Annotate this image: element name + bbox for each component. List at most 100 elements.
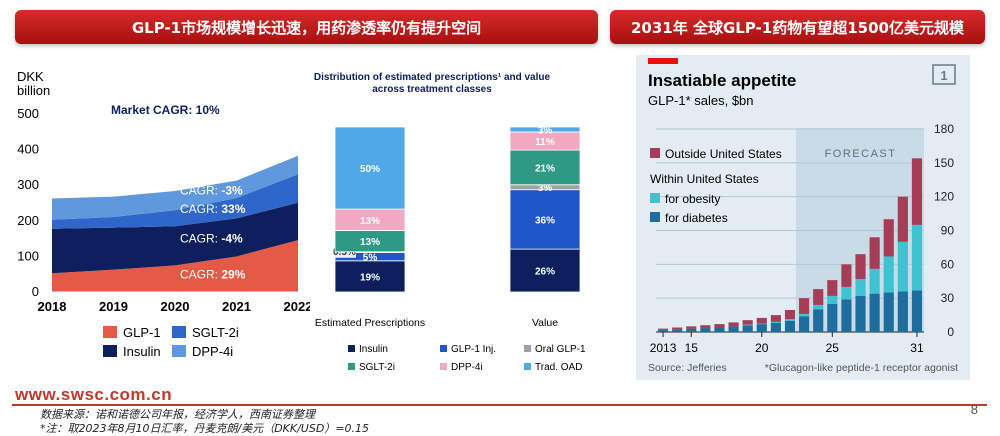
source-note: Source: Jefferies: [648, 362, 727, 374]
y-tick-label: 120: [934, 190, 954, 204]
chart-title: Insatiable appetite: [648, 71, 796, 90]
legend-label: Insulin: [359, 344, 388, 355]
legend-swatch-obesity: [650, 193, 660, 203]
bar-for-diabetes: [770, 322, 781, 332]
bar-for-diabetes: [897, 291, 908, 332]
forecast-label: FORECAST: [825, 148, 897, 160]
banner-left-title: GLP-1市场规模增长迅速，用药渗透率仍有提升空间: [15, 10, 598, 44]
bar-data-label: 11%: [535, 137, 555, 148]
cagr-value: 33%: [218, 202, 246, 216]
footer-url[interactable]: www.swsc.com.cn: [15, 385, 173, 404]
bar-outside-united-states: [784, 310, 796, 320]
bar-for-diabetes: [855, 295, 866, 332]
y-tick-label: 0: [947, 325, 954, 339]
bar-for-diabetes: [827, 303, 838, 332]
y-tick-label: 300: [17, 177, 39, 192]
bar-segment-trad-oad: [334, 126, 406, 210]
x-category-label: Value: [532, 317, 558, 329]
y-tick-label: 200: [17, 213, 39, 228]
legend-swatch: [348, 363, 355, 370]
legend-heading: Within United States: [650, 172, 759, 186]
bar-for-obesity: [799, 313, 810, 317]
bar-segment-glp-1-inj-: [509, 189, 581, 250]
bar-outside-united-states: [855, 254, 866, 279]
y-tick-label: 90: [941, 224, 955, 238]
legend-swatch-outside: [650, 148, 660, 158]
legend-label: SGLT-2i: [359, 362, 395, 373]
cagr-label: CAGR: -4%: [180, 231, 243, 245]
bar-for-diabetes: [883, 292, 894, 332]
distribution-bar-chart: Distribution of estimated prescriptions¹…: [314, 72, 586, 373]
bar-for-obesity: [841, 286, 852, 300]
x-tick-label: 2019: [99, 299, 128, 314]
bar-data-label: 5%: [363, 253, 378, 264]
bar-outside-united-states: [911, 158, 923, 225]
bar-for-diabetes: [700, 328, 711, 332]
bar-for-obesity: [883, 256, 894, 293]
bar-for-diabetes: [714, 327, 725, 332]
x-tick-label: 2022: [284, 299, 310, 314]
bar-outside-united-states: [672, 327, 683, 330]
y-tick-label: 60: [941, 257, 955, 271]
bar-for-diabetes: [911, 290, 923, 332]
bar-for-diabetes: [728, 326, 739, 332]
footer-divider: [12, 404, 987, 406]
y-tick-label: 500: [17, 106, 39, 121]
y-axis-label: billion: [17, 83, 50, 98]
bar-outside-united-states: [742, 320, 753, 325]
bar-outside-united-states: [883, 219, 894, 257]
bar-outside-united-states: [686, 326, 697, 329]
legend-swatch: [348, 345, 355, 352]
bar-data-label: 3%: [538, 183, 553, 194]
bar-outside-united-states: [841, 264, 852, 287]
legend-label: GLP-1: [123, 325, 161, 340]
cagr-text: CAGR:: [180, 268, 218, 282]
bar-outside-united-states: [700, 325, 711, 329]
page-number: 8: [970, 402, 978, 417]
chart-subtitle: GLP-1* sales, $bn: [648, 93, 754, 108]
red-tag: [648, 58, 678, 64]
x-tick-label: 31: [910, 341, 924, 355]
cagr-label: CAGR: 29%: [180, 268, 246, 282]
bar-for-obesity: [784, 319, 796, 321]
bar-outside-united-states: [827, 280, 838, 296]
cagr-value: -3%: [218, 183, 243, 197]
cagr-value: -4%: [218, 231, 243, 245]
cagr-text: CAGR:: [180, 231, 218, 245]
bar-data-label: 0.5%: [333, 247, 356, 258]
bar-data-label: 3%: [538, 125, 553, 136]
y-tick-label: 100: [17, 248, 39, 263]
bar-for-diabetes: [756, 324, 767, 332]
y-tick-label: 30: [941, 291, 955, 305]
bar-data-label: 19%: [360, 272, 380, 283]
legend-swatch: [440, 363, 447, 370]
y-tick-label: 400: [17, 142, 39, 157]
x-tick-label: 15: [685, 341, 699, 355]
bar-for-diabetes: [799, 316, 810, 332]
bar-for-diabetes: [657, 329, 669, 332]
legend-label: Oral GLP-1: [535, 344, 586, 355]
x-tick-label: 2020: [161, 299, 190, 314]
bar-for-diabetes: [841, 299, 852, 332]
area-dpp-4i: [52, 155, 298, 220]
bar-data-label: 21%: [535, 163, 555, 174]
legend-label: Trad. OAD: [535, 362, 582, 373]
cagr-text: CAGR:: [180, 183, 218, 197]
bar-outside-united-states: [770, 315, 781, 322]
badge-number: 1: [940, 68, 947, 83]
x-tick-label: 20: [755, 341, 769, 355]
x-tick-label: 25: [826, 341, 840, 355]
legend-label: DPP-4i: [192, 344, 233, 359]
area-sglt-2i: [52, 174, 298, 229]
y-tick-label: 150: [934, 156, 954, 170]
label-backdrop: [334, 246, 356, 258]
bar-for-diabetes: [784, 320, 796, 332]
glp1-sales-chart: Insatiable appetite GLP-1* sales, $bn 1 0 30…: [636, 55, 970, 380]
bar-for-diabetes: [686, 328, 697, 332]
legend-label: for obesity: [665, 192, 720, 206]
bar-for-diabetes: [813, 309, 824, 332]
chart-title: Distribution of estimated prescriptions¹…: [314, 72, 551, 83]
bar-outside-united-states: [799, 298, 810, 314]
legend-swatch: [440, 345, 447, 352]
bar-for-diabetes: [672, 329, 683, 332]
